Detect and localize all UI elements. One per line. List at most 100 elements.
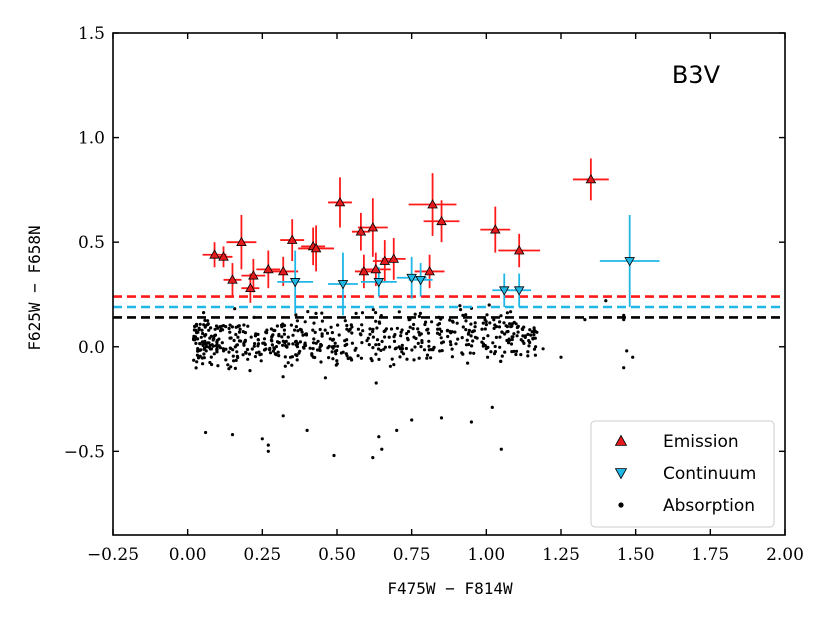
absorption-point: [400, 343, 404, 347]
absorption-point: [272, 328, 276, 332]
x-axis-label: F475W − F814W: [387, 579, 513, 598]
y-tick-label: −0.5: [64, 442, 105, 462]
absorption-point: [256, 338, 260, 342]
x-tick-label: 1.00: [467, 545, 505, 565]
absorption-point: [242, 323, 246, 327]
absorption-point: [492, 326, 496, 330]
absorption-point: [532, 347, 537, 351]
absorption-point: [229, 365, 233, 369]
absorption-point: [345, 338, 349, 342]
absorption-point: [271, 333, 275, 337]
absorption-point: [438, 332, 442, 336]
absorption-point: [486, 355, 490, 359]
x-tick-label: 0.25: [243, 545, 281, 565]
absorption-point: [253, 355, 257, 359]
absorption-point: [378, 321, 382, 325]
absorption-point: [516, 330, 520, 334]
absorption-point: [460, 336, 464, 340]
absorption-point: [371, 346, 375, 350]
absorption-points: [192, 299, 635, 460]
absorption-point: [237, 339, 242, 343]
absorption-point: [438, 349, 442, 353]
absorption-point: [515, 334, 519, 338]
absorption-point: [397, 310, 401, 314]
absorption-point: [343, 319, 347, 323]
absorption-point: [422, 348, 427, 352]
absorption-point: [453, 330, 457, 334]
absorption-point: [366, 336, 370, 340]
absorption-point: [198, 342, 202, 346]
absorption-point: [368, 327, 372, 331]
absorption-point: [201, 362, 205, 366]
absorption-point: [466, 361, 470, 365]
absorption-point: [318, 327, 322, 332]
absorption-point: [327, 356, 331, 360]
absorption-point: [505, 330, 509, 334]
absorption-point: [361, 329, 365, 333]
absorption-point: [359, 356, 363, 360]
absorption-point: [622, 366, 626, 370]
absorption-point: [405, 357, 409, 361]
absorption-point: [392, 339, 397, 343]
absorption-point: [294, 313, 298, 317]
absorption-point: [377, 357, 381, 361]
absorption-point: [416, 341, 420, 345]
absorption-point: [333, 341, 337, 345]
absorption-point: [341, 350, 345, 354]
absorption-point: [260, 437, 264, 441]
absorption-point: [449, 343, 453, 347]
absorption-point: [320, 334, 324, 338]
x-tick-label: −0.25: [87, 545, 139, 565]
absorption-point: [259, 352, 263, 356]
absorption-point: [459, 308, 463, 312]
continuum-marker: [624, 257, 635, 267]
absorption-point: [235, 350, 239, 354]
absorption-point: [345, 323, 349, 328]
emission-marker: [236, 236, 247, 247]
absorption-point: [499, 359, 503, 363]
absorption-point: [360, 341, 364, 345]
emission-marker: [379, 255, 391, 265]
legend-label-absorption: Absorption: [663, 496, 755, 516]
absorption-point: [268, 351, 273, 355]
absorption-point: [417, 356, 421, 360]
absorption-point: [199, 348, 203, 352]
absorption-point: [253, 334, 258, 338]
absorption-point: [360, 311, 365, 315]
absorption-point: [287, 342, 291, 346]
absorption-point: [315, 348, 320, 352]
absorption-point: [500, 354, 504, 358]
absorption-point: [242, 342, 246, 346]
absorption-point: [319, 342, 323, 347]
absorption-point: [248, 369, 252, 373]
emission-marker: [436, 215, 447, 226]
absorption-point: [256, 332, 260, 336]
absorption-point: [198, 354, 202, 358]
absorption-point: [345, 327, 349, 331]
absorption-point: [454, 342, 458, 346]
absorption-point: [348, 327, 352, 331]
emission-marker: [277, 266, 289, 276]
absorption-point: [523, 335, 527, 339]
absorption-point: [227, 350, 231, 354]
absorption-point: [332, 453, 336, 458]
absorption-point: [464, 343, 469, 347]
absorption-point: [380, 339, 384, 344]
absorption-point: [331, 337, 336, 341]
absorption-point: [503, 350, 507, 354]
absorption-point: [365, 339, 369, 343]
absorption-point: [522, 341, 526, 345]
absorption-point: [206, 341, 210, 345]
absorption-point: [499, 447, 503, 451]
y-axis-label: F625W − F658N: [25, 225, 44, 350]
absorption-point: [514, 349, 519, 353]
legend-label-emission: Emission: [663, 432, 739, 452]
absorption-point: [249, 335, 253, 339]
absorption-point: [491, 341, 495, 345]
absorption-point: [395, 326, 399, 330]
absorption-point: [275, 324, 279, 328]
emission-marker: [490, 224, 501, 234]
absorption-point: [418, 311, 422, 315]
absorption-point: [395, 428, 399, 432]
absorption-point: [281, 339, 285, 343]
